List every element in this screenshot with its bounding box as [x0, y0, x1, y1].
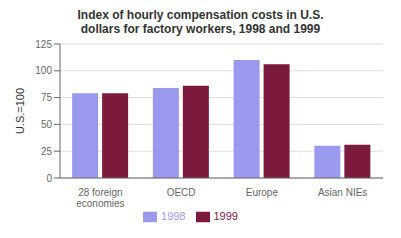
- html-text:1999: 1999: [213, 210, 238, 222]
- html-text:dollars for factory workers, 1: dollars for factory workers, 1998 and 19…: [80, 22, 321, 36]
- svg-text:U.S.=100: U.S.=100: [14, 88, 26, 134]
- svg-text:100: 100: [35, 65, 52, 76]
- svg-text:Asian NIEs: Asian NIEs: [318, 187, 367, 198]
- svg-text:75: 75: [41, 92, 53, 103]
- svg-text:Europe: Europe: [246, 187, 279, 198]
- svg-text:25: 25: [41, 146, 53, 157]
- svg-text:28 foreigneconomies: 28 foreigneconomies: [76, 187, 124, 209]
- html-text:Index of hourly compensation c: Index of hourly compensation costs in U.…: [77, 8, 324, 22]
- svg-text:OECD: OECD: [167, 187, 196, 198]
- svg-text:125: 125: [35, 39, 52, 50]
- html-text:1998: 1998: [161, 210, 186, 222]
- svg-text:50: 50: [41, 119, 53, 130]
- svg-text:0: 0: [46, 173, 52, 184]
